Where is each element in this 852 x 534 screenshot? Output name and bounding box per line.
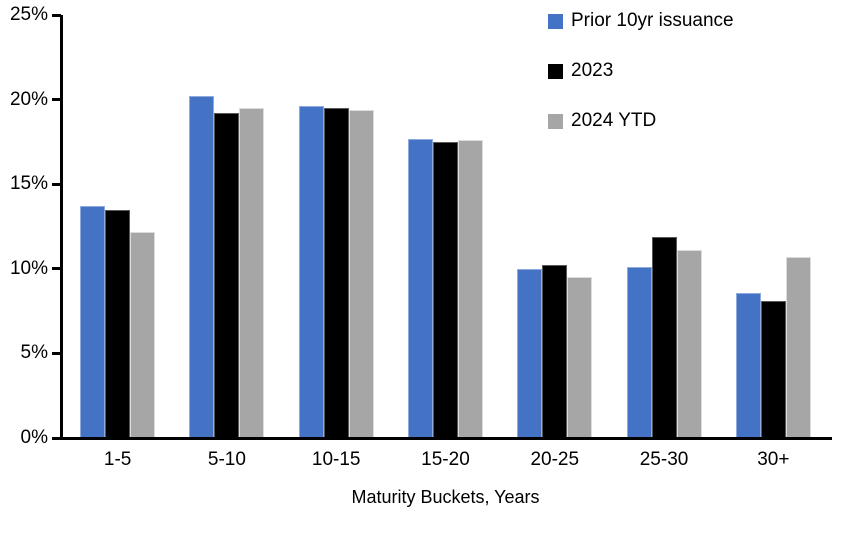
bar-group-25-30: [626, 15, 702, 438]
bar-prior-10yr-issuance-10-15: [298, 106, 324, 438]
bar-2023-25-30: [651, 236, 677, 438]
plot-area: [63, 15, 828, 438]
bar-prior-10yr-issuance-5-10: [189, 96, 215, 438]
bar-2023-1-5: [105, 209, 131, 438]
bar-2024-ytd-30+: [785, 256, 811, 438]
bar-2023-10-15: [323, 108, 349, 438]
bar-2024-ytd-10-15: [348, 109, 374, 438]
bar-group-10-15: [298, 15, 374, 438]
legend-marker-icon: [548, 63, 563, 79]
y-axis-tick-label: 0%: [20, 427, 48, 448]
bar-prior-10yr-issuance-1-5: [80, 206, 106, 438]
legend-item: 2024 YTD: [548, 110, 734, 132]
y-axis-tick: [52, 182, 61, 186]
bar-group-1-5: [80, 15, 156, 438]
x-axis-tick-label: 5-10: [207, 449, 246, 470]
y-axis-tick-label: 20%: [9, 88, 48, 110]
legend-label: 2023: [571, 60, 614, 81]
bar-group-15-20: [407, 15, 483, 438]
bar-2024-ytd-25-30: [676, 250, 702, 438]
x-axis-tick-label: 20-25: [530, 449, 580, 470]
legend-marker-icon: [548, 13, 563, 29]
bar-prior-10yr-issuance-15-20: [407, 138, 433, 438]
bar-2023-15-20: [432, 141, 458, 438]
x-axis-tick-labels: 1-5 5-10 10-15 15-20 20-25 25-30 30+: [63, 449, 828, 471]
legend-marker-icon: [548, 113, 563, 129]
y-axis-tick-label: 25%: [9, 4, 48, 25]
legend-label: 2024 YTD: [571, 110, 657, 131]
bar-2023-20-25: [542, 265, 568, 438]
x-axis-tick-label: 25-30: [639, 449, 689, 470]
bar-prior-10yr-issuance-25-30: [626, 267, 652, 438]
bar-2024-ytd-20-25: [567, 277, 593, 438]
legend: Prior 10yr issuance 2023 2024 YTD: [548, 10, 734, 160]
bar-group-30+: [735, 15, 811, 438]
x-axis-tick-label: 15-20: [421, 449, 470, 470]
bar-2023-5-10: [214, 113, 240, 438]
y-axis-tick-label: 15%: [9, 173, 48, 195]
bar-group-20-25: [517, 15, 593, 438]
legend-item: 2023: [548, 60, 734, 82]
bar-2024-ytd-5-10: [239, 108, 265, 438]
x-axis-tick-label: 30+: [757, 449, 790, 470]
y-axis-line: [60, 15, 63, 438]
bar-2023-30+: [760, 300, 786, 438]
bar-2024-ytd-15-20: [457, 140, 483, 438]
y-axis-tick-label: 5%: [20, 342, 48, 364]
y-axis-tick: [52, 13, 61, 17]
x-axis-tick-label: 10-15: [311, 449, 361, 470]
bar-group-5-10: [189, 15, 265, 438]
x-axis-line: [52, 437, 832, 440]
y-axis-tick-label: 10%: [9, 257, 48, 279]
bar-prior-10yr-issuance-30+: [735, 292, 761, 438]
legend-item: Prior 10yr issuance: [548, 10, 734, 32]
legend-label: Prior 10yr issuance: [571, 10, 734, 31]
x-axis-title: Maturity Buckets, Years: [351, 487, 540, 507]
y-axis-tick: [52, 267, 61, 271]
bar-2024-ytd-1-5: [130, 231, 156, 438]
bar-prior-10yr-issuance-20-25: [517, 268, 543, 438]
y-axis-tick: [52, 351, 61, 355]
x-axis-tick-label: 1-5: [103, 449, 132, 470]
y-axis-tick: [52, 98, 61, 102]
